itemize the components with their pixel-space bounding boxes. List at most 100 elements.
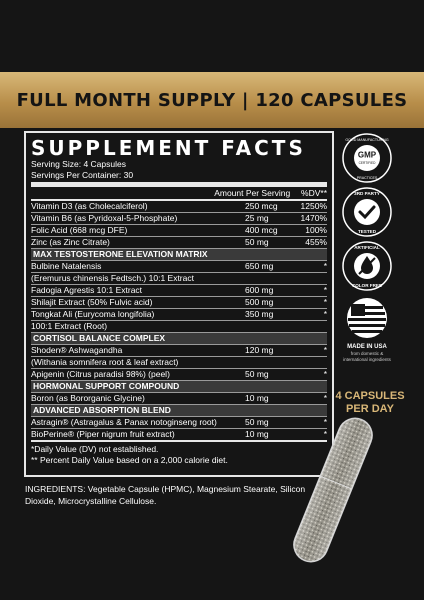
ingredient-amount: 650 mg <box>245 261 274 271</box>
capsule-image <box>293 417 373 563</box>
divider-thick <box>31 182 327 187</box>
ingredient-dv: * <box>323 309 327 319</box>
ingredient-amount: 50 mg <box>245 369 269 379</box>
artificial-bottom-text: COLOR FREE <box>352 283 382 288</box>
ingredient-name: Shoden® Ashwagandha <box>31 345 123 355</box>
ingredient-row: BioPerine® (Piper nigrum fruit extract) … <box>31 429 327 442</box>
usa-flag-icon <box>347 298 387 338</box>
usa-subcaption: from domestic & international ingredient… <box>343 351 391 362</box>
ingredient-row: (Eremurus chinensis Fedtsch.) 10:1 Extra… <box>31 273 327 285</box>
vitamin-name: Zinc (as Zinc Citrate) <box>31 237 110 247</box>
ingredient-amount <box>245 321 297 332</box>
ingredient-name: (Eremurus chinensis Fedtsch.) 10:1 Extra… <box>31 273 194 283</box>
vitamin-name: Vitamin B6 (as Pyridoxal-5-Phosphate) <box>31 213 178 223</box>
vitamin-row: Folic Acid (668 mcg DFE) 400 mcg 100% <box>31 225 327 237</box>
ingredient-row: 100:1 Extract (Root) <box>31 321 327 333</box>
dosage-callout: 4 CAPSULES PER DAY <box>330 390 410 416</box>
ingredient-row: Bulbine Natalensis 650 mg * <box>31 261 327 273</box>
footnote-calorie: ** Percent Daily Value based on a 2,000 … <box>31 454 228 465</box>
servings-per-container: Servings Per Container: 30 <box>31 169 134 180</box>
banner-text: FULL MONTH SUPPLY | 120 CAPSULES <box>16 89 408 111</box>
dosage-line-1: 4 CAPSULES <box>335 390 405 402</box>
check-icon: 3RD PARTY TESTED <box>342 187 392 237</box>
vitamin-name: Vitamin D3 (as Cholecalciferol) <box>31 201 148 211</box>
third-party-top-text: 3RD PARTY <box>354 191 380 196</box>
footnote-dv: *Daily Value (DV) not established. <box>31 444 159 454</box>
ingredient-name: Tongkat Ali (Eurycoma longifolia) <box>31 309 155 319</box>
vitamin-dv: 1470% <box>300 213 327 223</box>
certification-badges: GMP CERTIFIED GOOD MANUFACTURING PRACTIC… <box>338 132 396 362</box>
supply-banner: FULL MONTH SUPPLY | 120 CAPSULES <box>0 72 424 128</box>
usa-caption: MADE IN USA <box>347 344 387 350</box>
gmp-center-text: GMP <box>358 151 377 160</box>
section-header: MAX TESTOSTERONE ELEVATION MATRIX <box>31 249 327 261</box>
vitamin-row: Vitamin D3 (as Cholecalciferol) 250 mcg … <box>31 201 327 213</box>
vitamin-dv: 455% <box>305 237 327 247</box>
ingredient-row: Apigenin (Citrus paradisi 98%) (peel) 50… <box>31 369 327 381</box>
ingredient-row: Shoden® Ashwagandha 120 mg * <box>31 345 327 357</box>
gmp-bottom-text: PRACTICES <box>357 176 378 180</box>
gmp-seal-icon: GMP CERTIFIED GOOD MANUFACTURING PRACTIC… <box>342 133 392 183</box>
ingredient-dv: * <box>323 393 327 403</box>
ingredient-name: (Withania somnifera root & leaf extract) <box>31 357 179 367</box>
usa-badge <box>341 294 393 342</box>
ingredients-text: INGREDIENTS: Vegetable Capsule (HPMC), M… <box>25 484 306 506</box>
ingredient-row: Fadogia Agrestis 10:1 Extract 600 mg * <box>31 285 327 297</box>
ingredient-amount: 10 mg <box>245 393 269 403</box>
ingredient-amount: 500 mg <box>245 297 274 307</box>
ingredient-row: (Withania somnifera root & leaf extract) <box>31 357 327 369</box>
amount-header: Amount Per Serving <box>214 188 291 198</box>
ingredient-row: Shilajit Extract (50% Fulvic acid) 500 m… <box>31 297 327 309</box>
ingredient-dv <box>297 321 327 332</box>
gmp-certified-text: CERTIFIED <box>359 161 376 165</box>
ingredient-name: BioPerine® (Piper nigrum fruit extract) <box>31 429 175 439</box>
ingredient-amount: 350 mg <box>245 309 274 319</box>
facts-title: SUPPLEMENT FACTS <box>31 136 306 160</box>
vitamin-amount: 250 mcg <box>245 201 278 211</box>
section-header: HORMONAL SUPPORT COMPOUND <box>31 381 327 393</box>
ingredient-dv: * <box>323 429 327 439</box>
gmp-badge: GMP CERTIFIED GOOD MANUFACTURING PRACTIC… <box>341 132 393 184</box>
vitamin-row: Vitamin B6 (as Pyridoxal-5-Phosphate) 25… <box>31 213 327 225</box>
amount-header-row: Amount Per Serving %DV** <box>31 187 327 201</box>
ingredient-amount <box>245 357 297 368</box>
serving-size: Serving Size: 4 Capsules <box>31 159 126 169</box>
vitamin-name: Folic Acid (668 mcg DFE) <box>31 225 128 235</box>
supplement-facts-panel: SUPPLEMENT FACTS Serving Size: 4 Capsule… <box>24 131 334 477</box>
section-header: CORTISOL BALANCE COMPLEX <box>31 333 327 345</box>
paint-drop-icon: ARTIFICIAL COLOR FREE <box>342 241 392 291</box>
vitamin-dv: 1250% <box>300 201 327 211</box>
ingredient-amount: 600 mg <box>245 285 274 295</box>
artificial-top-text: ARTIFICIAL <box>354 245 380 250</box>
ingredient-name: Boron (as Bororganic Glycine) <box>31 393 145 403</box>
dosage-line-2: PER DAY <box>346 403 394 415</box>
vitamin-amount: 50 mg <box>245 237 269 247</box>
ingredient-name: Astragin® (Astragalus & Panax notoginsen… <box>31 417 217 427</box>
ingredient-dv <box>297 273 327 284</box>
ingredient-row: Boron (as Bororganic Glycine) 10 mg * <box>31 393 327 405</box>
ingredient-name: Fadogia Agrestis 10:1 Extract <box>31 285 143 295</box>
ingredient-amount: 10 mg <box>245 429 269 439</box>
ingredient-row: Astragin® (Astragalus & Panax notoginsen… <box>31 417 327 429</box>
section-header: ADVANCED ABSORPTION BLEND <box>31 405 327 417</box>
ingredient-name: Shilajit Extract (50% Fulvic acid) <box>31 297 153 307</box>
third-party-badge: 3RD PARTY TESTED <box>341 186 393 238</box>
ingredient-row: Tongkat Ali (Eurycoma longifolia) 350 mg… <box>31 309 327 321</box>
color-free-badge: ARTIFICIAL COLOR FREE <box>341 240 393 292</box>
ingredient-name: Bulbine Natalensis <box>31 261 102 271</box>
ingredient-name: 100:1 Extract (Root) <box>31 321 108 331</box>
ingredient-amount: 50 mg <box>245 417 269 427</box>
vitamin-amount: 25 mg <box>245 213 269 223</box>
ingredient-dv <box>297 357 327 368</box>
ingredient-dv: * <box>323 297 327 307</box>
ingredient-dv: * <box>323 369 327 379</box>
dv-header: %DV** <box>301 188 327 198</box>
third-party-bottom-text: TESTED <box>358 229 377 234</box>
ingredient-dv: * <box>323 345 327 355</box>
ingredient-dv: * <box>323 417 327 427</box>
ingredient-dv: * <box>323 261 327 271</box>
ingredient-amount: 120 mg <box>245 345 274 355</box>
ingredient-amount <box>245 273 297 284</box>
vitamin-amount: 400 mcg <box>245 225 278 235</box>
gmp-top-text: GOOD MANUFACTURING <box>345 138 389 142</box>
